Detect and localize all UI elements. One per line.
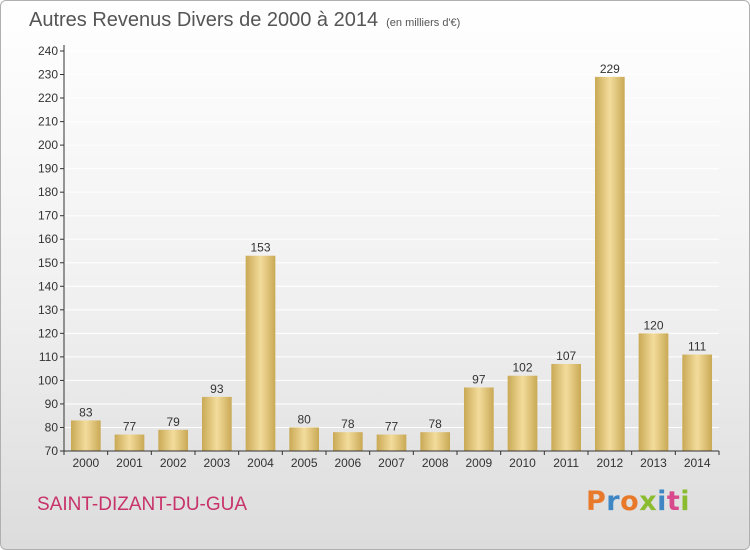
bar-2000	[70, 420, 101, 451]
x-tick-label: 2012	[596, 456, 623, 470]
logo-letter: o	[620, 486, 640, 517]
bar-2007	[376, 434, 407, 451]
value-label: 102	[512, 361, 532, 375]
x-tick-label: 2004	[247, 456, 274, 470]
y-tick-label: 100	[38, 373, 58, 387]
value-label: 229	[600, 62, 620, 76]
axes: 7080901001101201301401501601701801902002…	[38, 44, 720, 470]
y-tick-label: 150	[38, 256, 58, 270]
bar-2001	[114, 434, 145, 451]
value-label: 77	[385, 420, 399, 434]
logo-letter: P	[586, 486, 607, 517]
value-label: 120	[643, 318, 663, 332]
logo-letter: t	[666, 486, 681, 517]
value-label: 78	[428, 417, 442, 431]
x-tick-label: 2013	[640, 456, 667, 470]
value-label: 111	[688, 340, 707, 354]
y-tick-label: 70	[45, 444, 59, 458]
y-tick-label: 190	[38, 162, 58, 176]
y-tick-label: 90	[45, 397, 59, 411]
bar-2012	[594, 76, 625, 451]
y-tick-label: 200	[38, 138, 58, 152]
x-tick-label: 2010	[509, 456, 536, 470]
logo-letter: i	[680, 486, 691, 517]
title-unit: (en milliers d'€)	[386, 17, 461, 29]
value-label: 78	[341, 417, 355, 431]
logo-letter: r	[606, 486, 621, 517]
y-tick-label: 170	[38, 209, 58, 223]
y-tick-label: 130	[38, 303, 58, 317]
y-tick-label: 230	[38, 68, 58, 82]
title-text: Autres Revenus Divers de 2000 à 2014	[29, 9, 379, 31]
bar-2013	[638, 333, 669, 451]
bar-2002	[158, 429, 189, 451]
x-tick-label: 2011	[553, 456, 579, 470]
value-labels: 83 77 79 93 153 80 78 77 78 97 102 107 229 120 111	[79, 62, 706, 434]
value-label: 83	[79, 405, 93, 419]
commune-name: SAINT-DIZANT-DU-GUA	[37, 494, 248, 515]
y-tick-label: 160	[38, 232, 58, 246]
x-tick-label: 2001	[116, 456, 143, 470]
bar-2010	[507, 375, 538, 451]
x-tick-label: 2014	[684, 456, 711, 470]
bar-2004	[245, 255, 276, 451]
bars	[70, 76, 713, 451]
y-tick-label: 80	[45, 420, 59, 434]
bar-2011	[551, 363, 582, 451]
bar-2008	[420, 432, 451, 451]
logo-letter: i	[657, 486, 667, 517]
y-tick-label: 140	[38, 279, 58, 293]
logo-letter: x	[639, 486, 658, 517]
y-tick-label: 110	[39, 350, 58, 364]
bar-2009	[463, 387, 494, 451]
bar-2006	[332, 432, 363, 451]
y-tick-label: 220	[38, 91, 58, 105]
value-label: 77	[123, 420, 137, 434]
x-tick-label: 2003	[203, 456, 230, 470]
chart-title: Autres Revenus Divers de 2000 à 2014 (en …	[29, 9, 460, 32]
x-tick-label: 2002	[160, 456, 187, 470]
y-tick-label: 210	[38, 115, 58, 129]
bar-2005	[289, 427, 320, 451]
y-tick-label: 240	[38, 44, 58, 58]
bar-2014	[682, 354, 713, 451]
value-label: 153	[250, 241, 270, 255]
value-label: 107	[556, 349, 576, 363]
value-label: 79	[166, 415, 180, 429]
value-label: 80	[297, 412, 311, 426]
x-tick-label: 2005	[291, 456, 318, 470]
y-tick-label: 120	[38, 326, 58, 340]
x-tick-label: 2009	[465, 456, 492, 470]
x-tick-label: 2008	[422, 456, 449, 470]
y-tick-label: 180	[38, 185, 58, 199]
bar-2003	[201, 396, 232, 451]
x-tick-label: 2000	[72, 456, 99, 470]
x-tick-label: 2007	[378, 456, 405, 470]
proxiti-logo[interactable]: Proxiti	[586, 486, 690, 517]
x-tick-label: 2006	[334, 456, 361, 470]
value-label: 93	[210, 382, 224, 396]
value-label: 97	[472, 372, 486, 386]
